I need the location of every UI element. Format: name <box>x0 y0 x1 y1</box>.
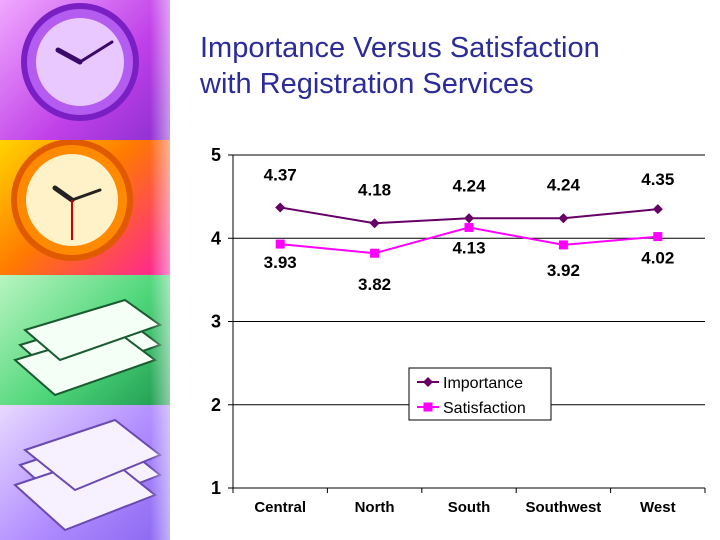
legend: Importance Satisfaction <box>408 367 552 421</box>
importance-point <box>652 204 663 215</box>
satisfaction-point <box>370 248 380 258</box>
x-tick-label: North <box>355 499 395 516</box>
satisfaction-point <box>558 240 568 250</box>
importance-data-label: 4.37 <box>264 165 297 184</box>
satisfaction-point <box>464 222 474 232</box>
importance-data-label: 4.35 <box>641 170 674 189</box>
legend-box <box>408 367 552 421</box>
satisfaction-data-label: 3.93 <box>264 253 297 272</box>
satisfaction-data-label: 3.92 <box>547 261 580 280</box>
importance-point <box>275 202 286 213</box>
x-tick-labels: Central North South Southwest West <box>254 499 675 516</box>
importance-point <box>464 213 474 224</box>
papers-panel <box>0 405 170 540</box>
importance-point <box>558 213 569 224</box>
y-tick-label: 3 <box>211 312 221 332</box>
title-line-1: Importance Versus Satisfaction <box>200 32 600 64</box>
x-tick-label: South <box>448 499 491 516</box>
decorative-sidebar <box>0 0 190 540</box>
importance-data-label: 4.24 <box>547 175 581 194</box>
y-tick-label: 1 <box>211 478 221 498</box>
axes <box>228 154 706 493</box>
importance-data-label: 4.24 <box>452 176 486 195</box>
satisfaction-point <box>653 232 663 242</box>
y-tick-label: 5 <box>211 145 221 165</box>
legend-marker-satisfaction <box>423 402 433 412</box>
x-tick-label: West <box>640 499 676 516</box>
legend-marker-importance <box>423 377 433 387</box>
clock-icon <box>21 3 139 121</box>
clock-panel <box>0 0 170 140</box>
satisfaction-data-label: 3.82 <box>358 275 391 294</box>
importance-point <box>369 218 380 229</box>
satisfaction-data-label: 4.13 <box>452 238 485 257</box>
papers-icon <box>13 418 162 532</box>
y-tick-label: 4 <box>211 228 221 248</box>
satisfaction-point <box>275 239 285 249</box>
orange-clock-panel <box>0 140 170 275</box>
sidebar-fade <box>150 0 190 540</box>
clock-icon <box>11 140 133 261</box>
data-labels: 4.37 4.18 4.24 4.24 4.35 3.93 3.82 4.13 3.92 4.02 <box>264 165 675 294</box>
importance-data-label: 4.18 <box>358 180 391 199</box>
y-tick-label: 2 <box>211 395 221 415</box>
satisfaction-data-label: 4.02 <box>641 249 674 268</box>
x-tick-label: Southwest <box>525 499 601 516</box>
slide-title: Importance Versus Satisfaction with Regi… <box>200 30 700 102</box>
legend-label-satisfaction: Satisfaction <box>443 400 526 417</box>
title-line-2: with Registration Services <box>200 68 534 100</box>
y-tick-labels: 1 2 3 4 5 <box>211 145 221 498</box>
series <box>275 202 663 258</box>
books-panel <box>0 275 170 405</box>
legend-label-importance: Importance <box>443 375 523 392</box>
x-tick-label: Central <box>254 499 306 516</box>
